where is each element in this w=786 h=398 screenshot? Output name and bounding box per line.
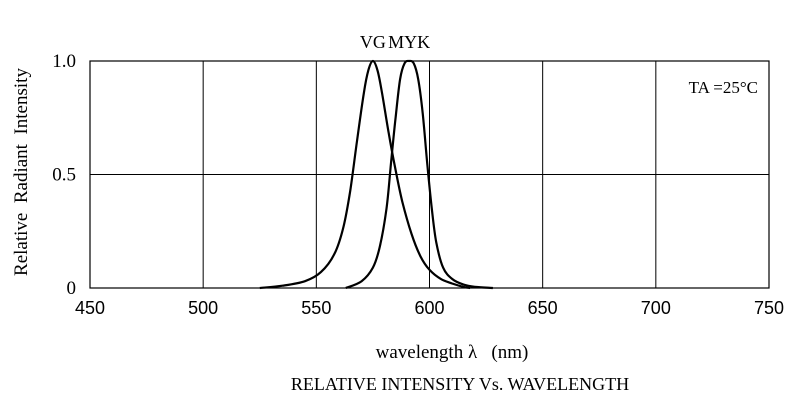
x-tick-label: 700 bbox=[641, 298, 671, 318]
x-tick-label: 600 bbox=[414, 298, 444, 318]
x-tick-label: 450 bbox=[75, 298, 105, 318]
series-curves bbox=[259, 59, 493, 290]
plot-frame bbox=[89, 60, 770, 289]
x-tick-labels: 450 500 550 600 650 700 750 bbox=[75, 298, 784, 318]
y-tick-label: 0.5 bbox=[52, 165, 76, 186]
series-label-vg: VG bbox=[360, 32, 386, 52]
grid bbox=[89, 60, 770, 289]
x-tick-label: 550 bbox=[301, 298, 331, 318]
x-axis-label: wavelength λ (nm) bbox=[376, 342, 529, 363]
x-tick-label: 650 bbox=[528, 298, 558, 318]
series-label-myk: MYK bbox=[388, 32, 430, 52]
x-tick-label: 750 bbox=[754, 298, 784, 318]
temperature-annotation: TA =25°C bbox=[689, 78, 758, 97]
series-labels: VG MYK bbox=[360, 32, 430, 52]
y-tick-label: 1.0 bbox=[52, 51, 76, 72]
y-tick-label: 0 bbox=[67, 278, 77, 299]
y-tick-labels: 0 0.5 1.0 bbox=[52, 51, 76, 299]
series-line-vg bbox=[259, 59, 471, 290]
y-axis-label: Relative Radiant Intensity bbox=[11, 68, 32, 276]
x-tick-label: 500 bbox=[188, 298, 218, 318]
series-line-myk bbox=[345, 59, 493, 290]
chart-title: RELATIVE INTENSITY Vs. WAVELENGTH bbox=[291, 374, 629, 394]
